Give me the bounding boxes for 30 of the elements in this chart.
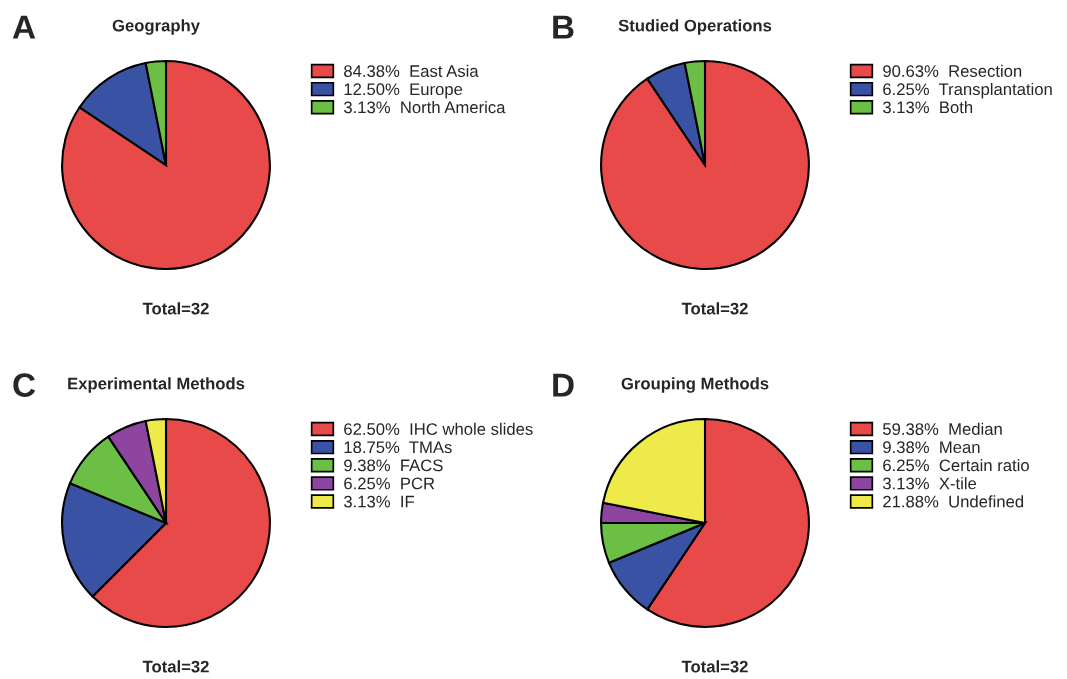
pie-slice xyxy=(61,60,271,270)
legend-label: 9.38% Mean xyxy=(883,441,980,454)
legend-label: 18.75% TMAs xyxy=(344,441,452,454)
text: B xyxy=(553,15,574,39)
legend-label: 6.25% Certain ratio xyxy=(883,459,1029,472)
legend-label: 62.50% IHC whole slides xyxy=(344,422,533,435)
legend-label: 3.13% North America xyxy=(343,101,506,114)
legend-label: 6.25% PCR xyxy=(344,477,435,490)
chart-title: Geography xyxy=(112,19,200,35)
pie-slice xyxy=(600,60,810,270)
legend-label: 9.38% FACS xyxy=(344,459,443,472)
chart-title: Grouping Methods xyxy=(621,377,769,393)
text: Total=32 xyxy=(142,302,209,315)
legend-label: 12.50% Europe xyxy=(344,83,463,99)
chart-title: Studied Operations xyxy=(618,19,772,35)
text: Total=32 xyxy=(681,660,748,673)
legend-label: 3.13% X-tile xyxy=(882,477,977,490)
legend-label: 3.13% Both xyxy=(882,101,973,114)
legend-label: 21.88% Undefined xyxy=(883,495,1024,508)
text: D xyxy=(553,373,574,397)
legend-label: 3.13% IF xyxy=(343,495,414,508)
text: A xyxy=(12,15,36,39)
legend-label: 59.38% Median xyxy=(883,422,1002,435)
text: C xyxy=(13,373,36,397)
text: Total=32 xyxy=(681,302,748,315)
legend-label: 84.38% East Asia xyxy=(344,64,479,77)
legend-label: 90.63% Resection xyxy=(883,64,1022,77)
text: Total=32 xyxy=(142,660,209,673)
legend-label: 6.25% Transplantation xyxy=(883,82,1052,99)
chart-title: Experimental Methods xyxy=(68,377,245,393)
